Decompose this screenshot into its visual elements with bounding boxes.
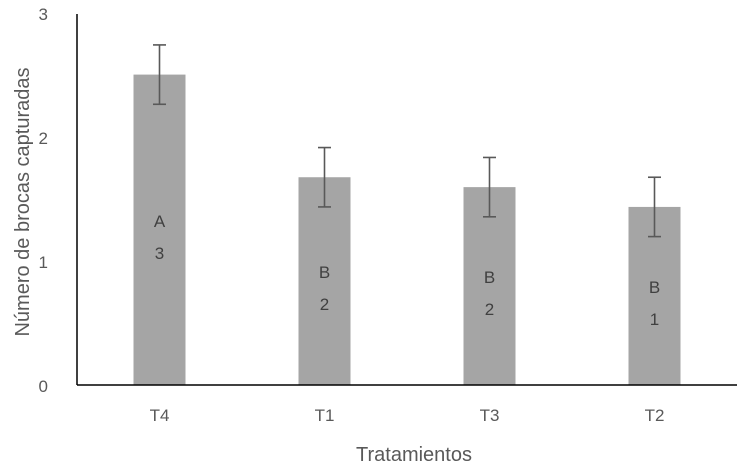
y-tick-label: 2 <box>39 129 48 148</box>
bar-annotation: 1 <box>650 310 659 329</box>
x-tick-label: T3 <box>480 406 500 425</box>
error-bars-group <box>153 44 661 238</box>
x-tick-label: T4 <box>150 406 170 425</box>
bar-annotation: 2 <box>485 300 494 319</box>
y-axis-title: Número de brocas capturadas <box>12 67 34 336</box>
bar-annotation: A <box>154 212 166 231</box>
x-tick-label: T1 <box>315 406 335 425</box>
bar-t1 <box>298 177 351 385</box>
bars-group <box>133 74 681 385</box>
y-tick-label: 1 <box>39 253 48 272</box>
y-tick-label: 3 <box>39 5 48 24</box>
bar-annotation: 3 <box>155 244 164 263</box>
y-axis-ticks: 0 1 2 3 <box>39 5 48 396</box>
bar-annotation: B <box>319 263 330 282</box>
y-tick-label: 0 <box>39 377 48 396</box>
x-tick-label: T2 <box>645 406 665 425</box>
bar-annotation: B <box>484 268 495 287</box>
bar-t4 <box>133 74 186 385</box>
bar-labels-group: A 3 B 2 B 2 B 1 <box>154 212 660 329</box>
x-axis-title: Tratamientos <box>356 444 472 466</box>
bar-t3 <box>463 187 516 385</box>
bar-annotation: 2 <box>320 295 329 314</box>
bar-annotation: B <box>649 278 660 297</box>
x-axis-ticks: T4 T1 T3 T2 <box>150 406 665 425</box>
